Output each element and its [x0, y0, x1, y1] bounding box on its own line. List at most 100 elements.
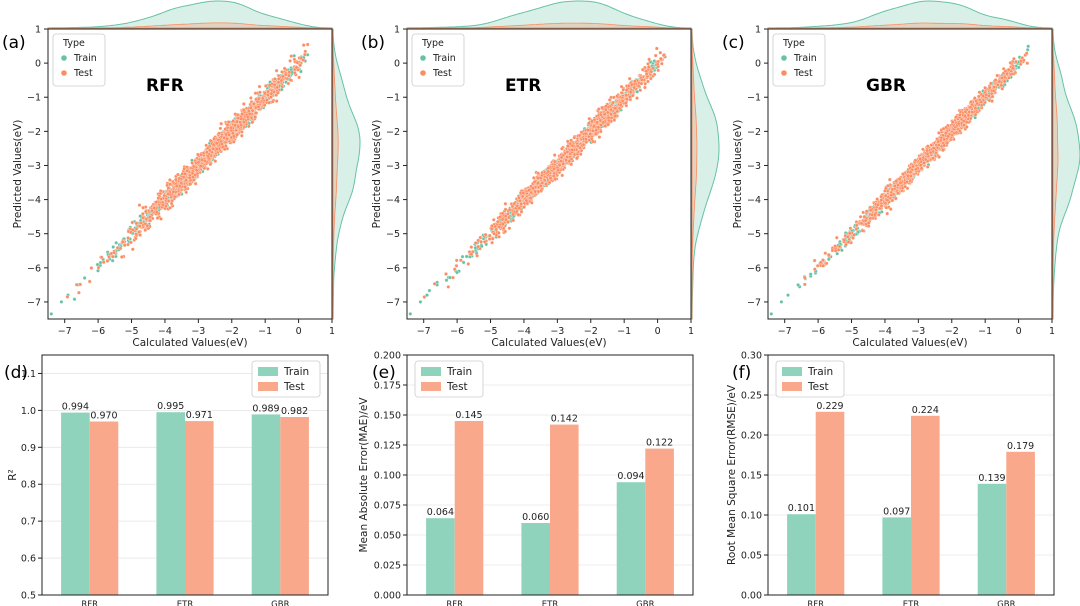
point-test: [504, 217, 508, 222]
legend-label-train: Train: [432, 53, 456, 64]
y-tick-label: −5: [386, 229, 400, 240]
point-test: [497, 225, 502, 229]
point-test: [305, 42, 310, 47]
point-test: [595, 120, 599, 125]
panel-label: (a): [2, 33, 26, 53]
point-test: [606, 122, 610, 127]
point-test: [538, 176, 543, 180]
point-test: [150, 208, 154, 213]
point-test: [575, 156, 579, 161]
point-test: [148, 218, 153, 223]
point-test: [532, 180, 537, 184]
scatter-panel-etr: −7 −6 −5 −4 −3 −2 −1 0 1−7−6−5−4−3−2−101Calculat…: [361, 0, 720, 349]
point-test: [451, 275, 455, 280]
point-test: [648, 76, 653, 81]
point-test: [286, 81, 291, 86]
x-tick-label: −4: [158, 326, 172, 337]
point-test: [112, 250, 116, 255]
point-test: [507, 226, 512, 231]
point-test: [211, 147, 216, 151]
point-test: [640, 77, 644, 82]
point-test: [274, 99, 279, 103]
point-test: [120, 239, 125, 244]
point-test: [154, 210, 159, 215]
x-tick-label: 1: [688, 326, 694, 337]
point-test: [469, 245, 474, 249]
y-tick-label: −7: [386, 297, 400, 308]
point-test: [179, 181, 184, 186]
point-test: [265, 98, 269, 102]
y-tick-label: −6: [27, 263, 41, 274]
y-tick-label: −5: [27, 229, 41, 240]
point-test: [422, 295, 427, 299]
point-test: [250, 108, 255, 113]
point-test: [592, 124, 596, 129]
point-test: [624, 88, 629, 93]
point-test: [646, 65, 651, 69]
point-test: [282, 66, 287, 71]
point-test: [160, 203, 165, 207]
point-test: [624, 93, 629, 98]
point-test: [619, 90, 624, 95]
point-test: [279, 78, 284, 83]
point-test: [159, 217, 163, 221]
point-test: [569, 138, 573, 143]
model-title: ETR: [505, 76, 541, 96]
point-test: [607, 98, 612, 102]
point-train: [418, 300, 423, 304]
y-tick-label: −7: [27, 297, 41, 308]
point-test: [274, 68, 279, 73]
y-tick-label: −4: [386, 195, 400, 206]
point-test: [168, 205, 172, 210]
point-test: [598, 112, 603, 117]
point-test: [600, 105, 604, 110]
point-test: [223, 127, 228, 132]
point-test: [517, 206, 522, 210]
x-tick-label: −3: [191, 326, 205, 337]
point-test: [643, 81, 648, 86]
point-test: [219, 121, 224, 126]
point-test: [196, 160, 201, 165]
point-test: [205, 150, 209, 155]
point-test: [253, 91, 258, 96]
point-test: [507, 207, 512, 212]
point-test: [619, 84, 624, 89]
point-test: [190, 171, 195, 176]
point-test: [77, 290, 81, 295]
point-test: [191, 164, 196, 169]
point-test: [148, 215, 152, 219]
point-test: [214, 141, 219, 146]
point-test: [89, 266, 94, 270]
point-test: [482, 240, 487, 244]
point-test: [628, 90, 633, 95]
point-test: [280, 74, 285, 79]
point-test: [591, 128, 595, 133]
point-train: [299, 69, 303, 74]
point-test: [188, 182, 193, 186]
point-test: [235, 132, 239, 137]
point-test: [152, 206, 157, 210]
point-test: [101, 260, 106, 265]
point-train: [82, 276, 87, 280]
point-test: [239, 133, 244, 138]
point-test: [492, 231, 496, 236]
point-test: [527, 188, 532, 193]
point-test: [584, 137, 588, 142]
point-test: [446, 285, 451, 289]
x-tick-label: 0: [296, 326, 302, 337]
point-test: [257, 84, 262, 89]
point-train: [59, 300, 64, 304]
point-test: [206, 154, 210, 159]
point-test: [130, 247, 135, 252]
point-test: [269, 91, 274, 96]
x-tick-label: −7: [58, 326, 72, 337]
point-test: [214, 147, 219, 151]
scatter-panel-gbr: −7 −6 −5 −4 −3 −2 −1 0 1−7−6−5−4−3−2−101Calculat…: [722, 0, 1080, 349]
point-test: [275, 85, 280, 90]
point-test: [141, 211, 145, 216]
x-axis-label: Calculated Values(eV): [491, 337, 606, 349]
point-test: [301, 58, 306, 62]
point-test: [272, 82, 277, 87]
point-test: [174, 183, 179, 188]
